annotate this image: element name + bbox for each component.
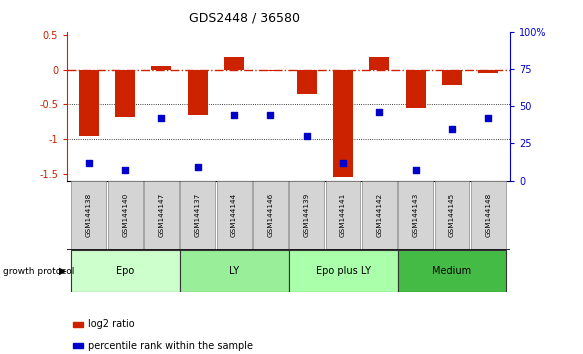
Text: Medium: Medium bbox=[433, 266, 472, 276]
FancyBboxPatch shape bbox=[471, 181, 506, 249]
Text: Epo plus LY: Epo plus LY bbox=[315, 266, 371, 276]
FancyBboxPatch shape bbox=[362, 181, 397, 249]
FancyBboxPatch shape bbox=[253, 181, 288, 249]
FancyBboxPatch shape bbox=[71, 250, 180, 292]
Bar bbox=[370, 57, 389, 70]
FancyBboxPatch shape bbox=[180, 181, 215, 249]
Text: GSM144140: GSM144140 bbox=[122, 193, 128, 237]
Text: GSM144142: GSM144142 bbox=[377, 193, 382, 237]
FancyBboxPatch shape bbox=[289, 250, 398, 292]
Bar bbox=[152, 67, 171, 70]
Bar bbox=[442, 70, 462, 85]
Bar bbox=[406, 70, 426, 108]
Point bbox=[157, 115, 166, 121]
Text: GSM144144: GSM144144 bbox=[231, 193, 237, 237]
Text: GSM144145: GSM144145 bbox=[449, 193, 455, 237]
FancyBboxPatch shape bbox=[398, 181, 433, 249]
Point bbox=[193, 164, 202, 170]
Text: Epo: Epo bbox=[116, 266, 134, 276]
FancyBboxPatch shape bbox=[180, 250, 289, 292]
Point bbox=[84, 160, 93, 166]
Point bbox=[375, 109, 384, 115]
Text: LY: LY bbox=[229, 266, 239, 276]
Point bbox=[447, 126, 456, 131]
Bar bbox=[333, 70, 353, 177]
Bar bbox=[478, 70, 498, 73]
Text: GSM144137: GSM144137 bbox=[195, 193, 201, 237]
Bar bbox=[73, 343, 83, 348]
FancyBboxPatch shape bbox=[326, 181, 360, 249]
FancyBboxPatch shape bbox=[434, 181, 469, 249]
FancyBboxPatch shape bbox=[398, 250, 507, 292]
Point bbox=[230, 112, 239, 118]
Text: GSM144139: GSM144139 bbox=[304, 193, 310, 237]
Point bbox=[302, 133, 311, 139]
Bar bbox=[261, 70, 280, 71]
Text: percentile rank within the sample: percentile rank within the sample bbox=[89, 341, 254, 350]
Text: GSM144146: GSM144146 bbox=[268, 193, 273, 237]
Text: GSM144141: GSM144141 bbox=[340, 193, 346, 237]
Bar bbox=[73, 322, 83, 327]
FancyBboxPatch shape bbox=[217, 181, 251, 249]
Text: GSM144147: GSM144147 bbox=[159, 193, 164, 237]
Bar bbox=[79, 70, 99, 136]
Bar bbox=[188, 70, 208, 115]
FancyBboxPatch shape bbox=[144, 181, 179, 249]
Point bbox=[484, 115, 493, 121]
Text: GSM144143: GSM144143 bbox=[413, 193, 419, 237]
Point bbox=[411, 167, 420, 173]
Bar bbox=[115, 70, 135, 117]
Point bbox=[121, 167, 130, 173]
Text: log2 ratio: log2 ratio bbox=[89, 319, 135, 329]
Bar bbox=[224, 57, 244, 70]
FancyBboxPatch shape bbox=[108, 181, 143, 249]
FancyBboxPatch shape bbox=[71, 181, 106, 249]
Text: GDS2448 / 36580: GDS2448 / 36580 bbox=[189, 12, 300, 25]
FancyBboxPatch shape bbox=[289, 181, 324, 249]
Point bbox=[266, 112, 275, 118]
Text: GSM144138: GSM144138 bbox=[86, 193, 92, 237]
Point bbox=[338, 160, 347, 166]
Text: GSM144148: GSM144148 bbox=[485, 193, 491, 237]
Text: growth protocol: growth protocol bbox=[3, 267, 74, 276]
Bar bbox=[297, 70, 317, 94]
Text: ▶: ▶ bbox=[59, 266, 66, 276]
